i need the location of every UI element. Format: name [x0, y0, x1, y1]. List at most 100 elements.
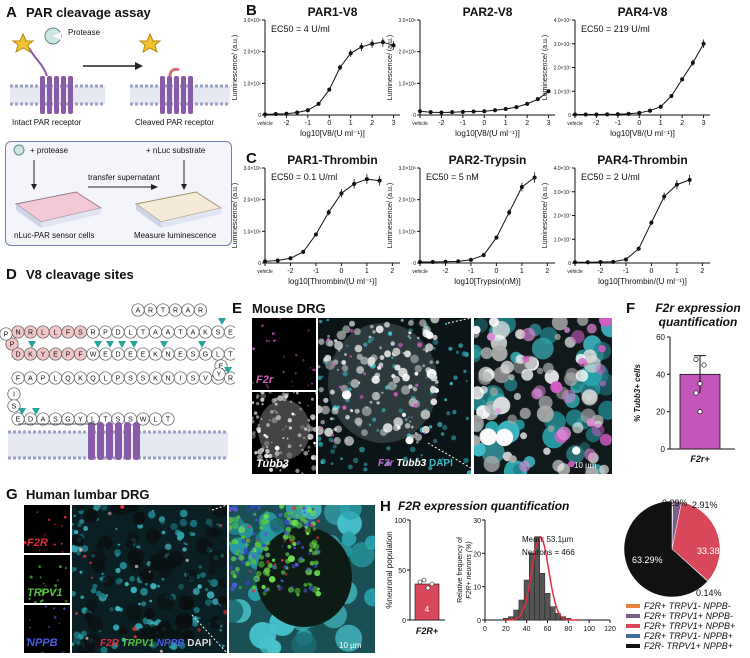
- x-tick-label: 1: [504, 120, 508, 127]
- signal-dot: [491, 345, 508, 362]
- signal-dot: [238, 526, 246, 534]
- star-tag-right: [138, 32, 162, 54]
- signal-dot: [432, 339, 439, 345]
- signal-dot: [274, 445, 280, 451]
- signal-dot: [520, 432, 528, 440]
- signal-dot: [311, 550, 317, 556]
- signal-dot: [308, 426, 314, 432]
- signal-dot: [274, 402, 278, 406]
- signal-dot: [400, 318, 404, 322]
- signal-dot: [435, 360, 440, 364]
- signal-dot: [115, 606, 121, 612]
- signal-dot: [284, 531, 289, 536]
- signal-dot: [333, 339, 338, 343]
- signal-dot: [129, 575, 135, 582]
- merge-DAPI-label: DAPI: [187, 638, 212, 649]
- dose-curve-1: PAR1-V8 vehicle -2 -1 0 1 2 3 0 1.0×10⁶ 2.0×10⁶ 3.0…: [232, 5, 400, 138]
- x-tick-label: 20: [502, 626, 510, 633]
- signal-dot: [81, 545, 89, 552]
- signal-dot: [283, 356, 285, 358]
- signal-dot: [121, 637, 126, 642]
- signal-dot: [540, 327, 558, 345]
- data-point: [275, 258, 280, 263]
- signal-dot: [210, 642, 212, 645]
- signal-dot: [413, 403, 418, 408]
- signal-dot: [263, 532, 268, 536]
- signal-dot: [251, 589, 255, 593]
- signal-dot: [415, 383, 419, 387]
- residue-r5-letter: S: [53, 417, 58, 424]
- signal-dot: [374, 372, 381, 379]
- signal-dot: [275, 506, 278, 510]
- residue-r2-letter: K: [203, 330, 208, 337]
- signal-dot: [521, 327, 536, 342]
- signal-dot: [354, 344, 363, 353]
- signal-dot: [433, 438, 438, 444]
- residue-p2-letter: P: [4, 332, 9, 339]
- data-point: [649, 220, 654, 225]
- x-axis-label: log10[Trypsin(nM)]: [454, 277, 520, 286]
- signal-dot: [291, 632, 317, 653]
- residue-r5-letter: L: [91, 417, 95, 424]
- signal-dot: [334, 340, 344, 350]
- signal-dot: [179, 509, 188, 518]
- signal-dot: [220, 524, 223, 527]
- signal-dot: [352, 457, 359, 464]
- signal-dot: [264, 453, 269, 459]
- signal-dot: [451, 435, 457, 441]
- y-tick-label: 0: [258, 261, 261, 267]
- signal-dot: [232, 574, 237, 579]
- data-point: [313, 232, 318, 237]
- signal-dot: [265, 459, 268, 462]
- signal-dot: [149, 640, 158, 649]
- residue-r2: [223, 325, 235, 339]
- cleavage-arrow: [130, 341, 138, 348]
- y-tick-label: 3.0×10⁷: [554, 190, 571, 196]
- signal-dot: [85, 608, 94, 617]
- human-f2r-label: F2R: [27, 537, 48, 549]
- fit-curve: [264, 178, 380, 262]
- size-histogram: 0 20 40 60 80 100 120 0 10 20 30 Mean: 53.1µm Neuron…: [457, 518, 616, 633]
- residue-r1-letter: R: [148, 308, 153, 315]
- signal-dot: [51, 592, 54, 595]
- signal-dot: [210, 579, 219, 587]
- signal-dot: [124, 582, 129, 587]
- x-axis-label: log10[V8/(U ml⁻¹)]: [300, 129, 365, 138]
- signal-dot: [251, 559, 257, 565]
- signal-dot: [307, 329, 310, 332]
- signal-dot: [178, 595, 195, 611]
- data-point: [370, 41, 375, 46]
- signal-dot: [286, 452, 293, 459]
- signal-dot: [306, 531, 310, 536]
- signal-dot: [91, 576, 94, 579]
- panel-label-e: E: [232, 300, 243, 317]
- residue-r5-letter: G: [65, 417, 70, 424]
- signal-dot: [572, 422, 584, 434]
- signal-dot: [141, 601, 147, 607]
- signal-dot: [398, 408, 404, 414]
- signal-dot: [572, 446, 581, 455]
- signal-dot: [145, 528, 161, 544]
- signal-dot: [192, 620, 199, 627]
- signal-dot: [386, 446, 391, 451]
- signal-dot: [303, 583, 308, 587]
- signal-dot: [263, 433, 267, 437]
- x-tick-label: -1: [460, 120, 466, 127]
- signal-dot: [483, 455, 500, 472]
- y-axis-label: Luminescence/ (a.u.): [387, 35, 394, 100]
- signal-dot: [293, 392, 295, 394]
- dose-curve-3: PAR4-V8 vehicle -2 -1 0 1 2 3 0 1.0×10⁷ 2.0×10⁷ 3.0…: [542, 5, 710, 138]
- x-axis-label: log10[Thrombin/(U ml⁻¹)]: [598, 277, 687, 286]
- signal-dot: [271, 558, 276, 562]
- y-tick-label: 2.0×10⁷: [554, 214, 571, 220]
- signal-dot: [288, 426, 292, 430]
- signal-dot: [251, 513, 255, 517]
- signal-dot: [102, 575, 114, 587]
- signal-dot: [318, 405, 323, 414]
- signal-dot: [293, 413, 297, 417]
- signal-dot: [285, 552, 290, 557]
- signal-dot: [309, 560, 315, 566]
- signal-dot: [53, 607, 56, 610]
- signal-dot: [564, 372, 578, 386]
